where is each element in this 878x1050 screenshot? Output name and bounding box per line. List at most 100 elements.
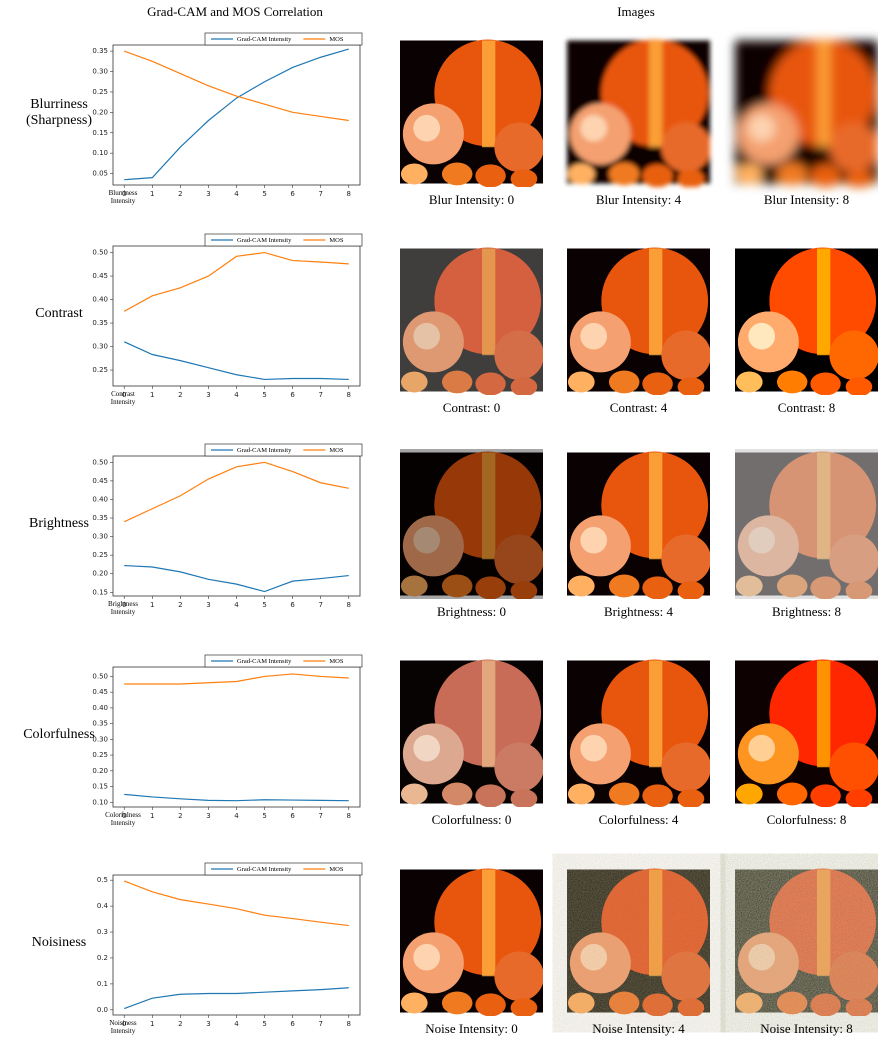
- legend-label: Grad-CAM Intensity: [237, 36, 292, 43]
- image: [567, 40, 711, 189]
- legend-label: MOS: [329, 658, 343, 665]
- x-tick-label: 6: [290, 190, 295, 198]
- figure: Grad-CAM and MOS Correlation Images 0.05…: [0, 0, 878, 1045]
- y-tick-label: 0.1: [97, 980, 108, 988]
- y-tick-label: 0.50: [92, 672, 108, 680]
- row-label-box: Colorfulness: [0, 712, 118, 758]
- row-label: Contrast: [0, 291, 118, 337]
- x-axis-label: Brightness Intensity: [103, 597, 143, 619]
- y-tick-label: 0.50: [92, 249, 108, 257]
- image-caption: Noise Intensity: 4: [592, 1021, 685, 1036]
- x-axis-label: Blurriness Intensity: [103, 186, 143, 208]
- x-tick-label: 6: [290, 391, 295, 399]
- image-caption: Blur Intensity: 8: [764, 192, 849, 207]
- x-tick-label: 8: [347, 190, 351, 198]
- image-shade: [400, 449, 543, 599]
- image-shade: [735, 449, 878, 599]
- x-tick-label: 6: [290, 1020, 295, 1028]
- image: [400, 869, 544, 1018]
- data-line: [124, 988, 349, 1009]
- row-label-box: Brightness: [0, 501, 118, 547]
- x-tick-label: 8: [347, 812, 351, 820]
- x-tick-label: 7: [318, 190, 322, 198]
- y-tick-label: 0.45: [92, 272, 108, 280]
- y-tick-label: 0.10: [92, 149, 108, 157]
- x-axis-label-box: Brightness Intensity: [103, 597, 143, 619]
- x-tick-label: 3: [206, 391, 210, 399]
- image-caption: Contrast: 4: [610, 400, 668, 415]
- y-tick-label: 0.30: [92, 68, 108, 76]
- y-tick-label: 0.45: [92, 688, 108, 696]
- x-tick-label: 5: [262, 812, 266, 820]
- y-tick-label: 0.35: [92, 47, 108, 55]
- x-tick-label: 3: [206, 601, 210, 609]
- data-line: [124, 342, 349, 380]
- y-tick-label: 0.15: [92, 783, 108, 791]
- plot-frame: [113, 456, 360, 596]
- x-tick-label: 5: [262, 601, 266, 609]
- x-axis-label: Noisiness Intensity: [103, 1016, 143, 1038]
- x-tick-label: 2: [178, 812, 182, 820]
- x-tick-label: 2: [178, 601, 182, 609]
- x-tick-label: 7: [318, 1020, 322, 1028]
- row-label: Brightness: [0, 501, 118, 547]
- image-caption: Contrast: 8: [778, 400, 835, 415]
- data-line: [124, 794, 349, 800]
- x-tick-label: 7: [318, 601, 322, 609]
- image: [400, 248, 544, 397]
- x-axis-label-box: Contrast Intensity: [103, 387, 143, 409]
- row-label-box: Noisiness: [0, 920, 118, 966]
- x-axis-label-box: Colorfulness Intensity: [103, 808, 143, 830]
- x-tick-label: 2: [178, 1020, 182, 1028]
- image: [735, 40, 878, 189]
- image: [567, 248, 711, 397]
- x-axis-label: Contrast Intensity: [103, 387, 143, 409]
- y-tick-label: 0.50: [92, 458, 108, 466]
- x-tick-label: 5: [262, 1020, 266, 1028]
- x-axis-label-box: Blurriness Intensity: [103, 186, 143, 208]
- x-tick-label: 1: [150, 391, 154, 399]
- y-tick-label: 0.5: [97, 876, 108, 884]
- x-tick-label: 3: [206, 1020, 210, 1028]
- x-tick-label: 6: [290, 812, 295, 820]
- column-header: Images: [617, 4, 655, 19]
- plot-frame: [113, 667, 360, 807]
- x-tick-label: 4: [234, 190, 239, 198]
- image: [567, 452, 711, 601]
- x-tick-label: 2: [178, 190, 182, 198]
- image: [567, 660, 711, 809]
- x-tick-label: 2: [178, 391, 182, 399]
- legend-label: MOS: [329, 447, 343, 454]
- data-line: [124, 462, 349, 521]
- y-tick-label: 0.45: [92, 477, 108, 485]
- x-tick-label: 4: [234, 391, 239, 399]
- x-tick-label: 1: [150, 190, 154, 198]
- image: [735, 660, 878, 809]
- x-tick-label: 1: [150, 601, 154, 609]
- image-caption: Brightness: 0: [437, 604, 506, 619]
- y-tick-label: 0.15: [92, 588, 108, 596]
- image-caption: Noise Intensity: 8: [760, 1021, 852, 1036]
- x-tick-label: 3: [206, 812, 210, 820]
- row-label: Noisiness: [0, 920, 118, 966]
- image: [400, 40, 544, 189]
- y-tick-label: 0.4: [97, 902, 109, 910]
- data-line: [124, 674, 349, 684]
- data-line: [124, 881, 349, 926]
- x-tick-label: 7: [318, 812, 322, 820]
- x-tick-label: 5: [262, 190, 266, 198]
- image-caption: Brightness: 4: [604, 604, 673, 619]
- x-tick-label: 4: [234, 601, 239, 609]
- x-tick-label: 7: [318, 391, 322, 399]
- x-tick-label: 4: [234, 1020, 239, 1028]
- x-tick-label: 4: [234, 812, 239, 820]
- x-axis-label: Colorfulness Intensity: [103, 808, 143, 830]
- plot-frame: [113, 246, 360, 386]
- image-caption: Colorfulness: 0: [432, 812, 512, 827]
- image-caption: Colorfulness: 8: [767, 812, 847, 827]
- x-tick-label: 3: [206, 190, 210, 198]
- y-tick-label: 0.05: [92, 170, 108, 178]
- image: [735, 869, 878, 1018]
- row-label-box: Contrast: [0, 291, 118, 337]
- y-tick-label: 0.30: [92, 343, 108, 351]
